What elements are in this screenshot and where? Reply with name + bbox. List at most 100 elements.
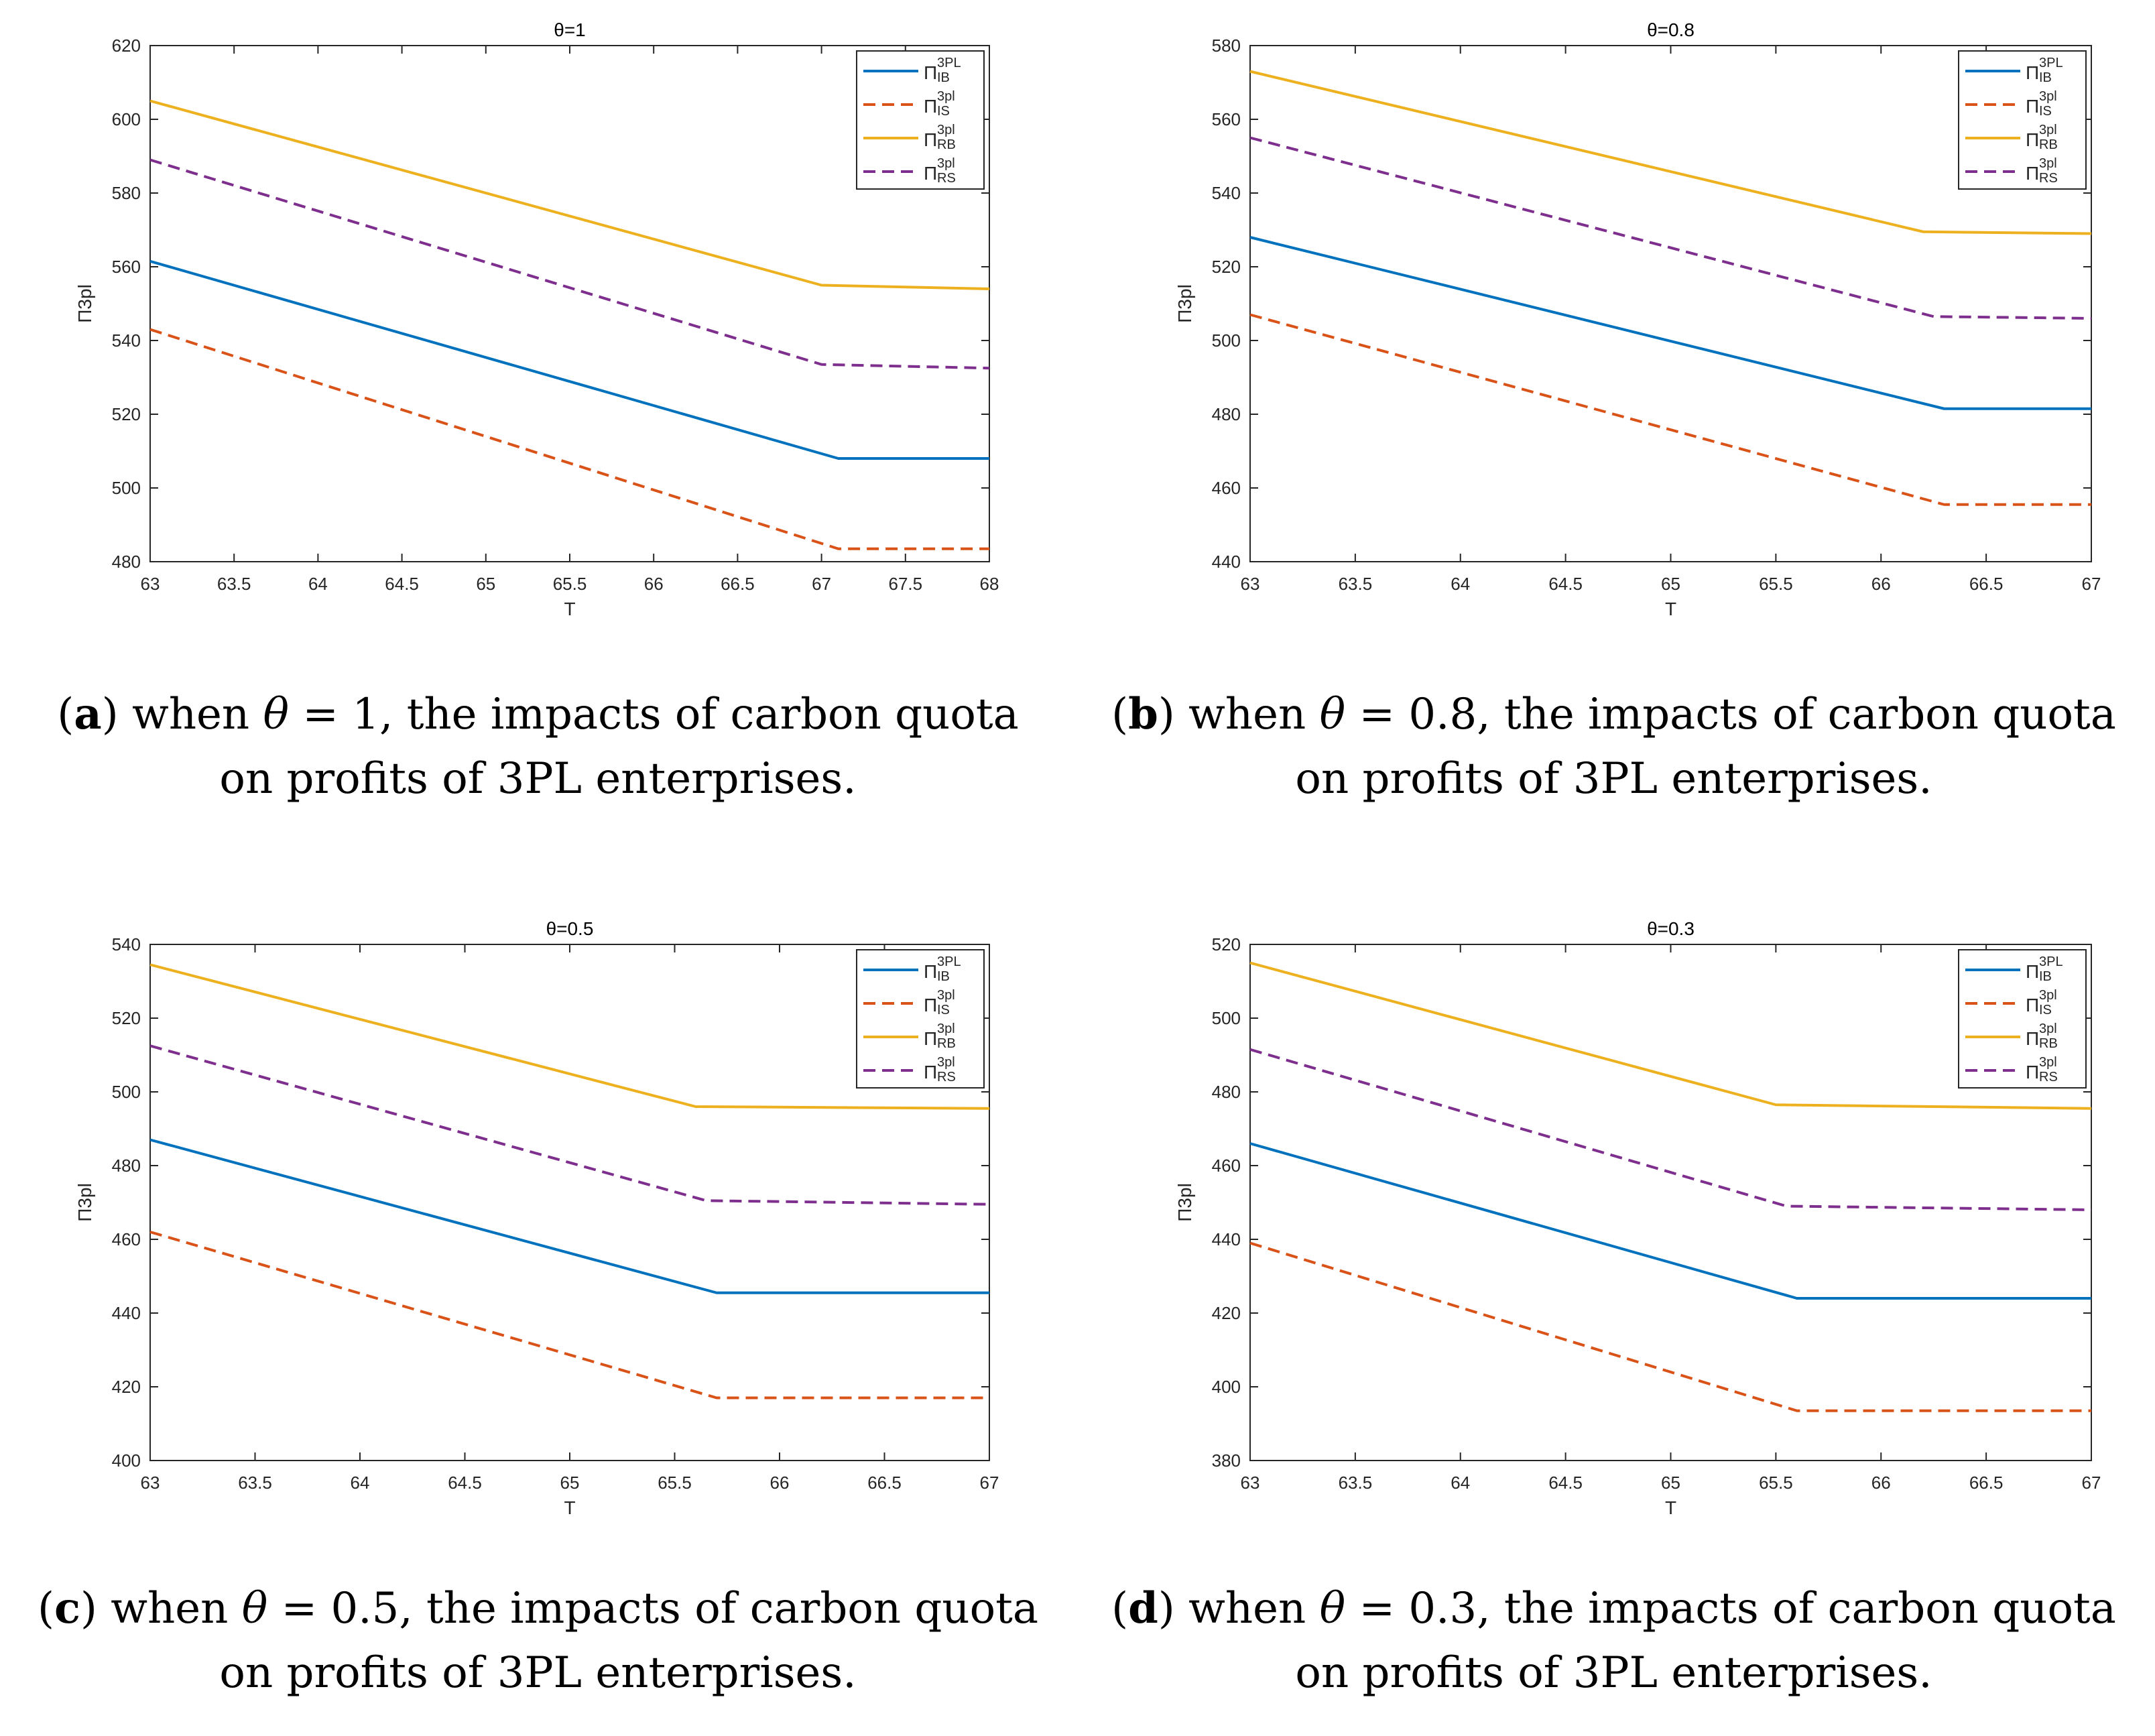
y-tick-label: 420 [112,1377,141,1397]
caption-d: (d) when θ = 0.3, the impacts of carbon … [1111,1583,2116,1698]
chart-title: θ=0.3 [1647,918,1695,939]
y-tick-label: 380 [1212,1450,1241,1471]
caption-text: = 0.8, the impacts of carbon quota [1345,690,2116,739]
y-axis-label: Π3pl [1174,1183,1195,1222]
series-line-3 [1249,136,2092,320]
legend-symbol: Π [924,1028,937,1049]
legend-subscript: RB [937,1036,956,1051]
legend-subscript: IS [937,1003,950,1017]
x-tick-label: 66.5 [1969,1473,2004,1493]
x-tick-label: 64 [1451,574,1470,594]
x-tick-label: 64 [1451,1473,1470,1493]
y-tick-label: 500 [112,478,141,498]
y-tick-label: 600 [112,109,141,129]
caption-theta: θ [263,690,289,739]
y-tick-label: 500 [1212,1008,1241,1028]
x-tick-label: 64 [351,1473,370,1493]
series-line-1 [149,328,989,550]
legend-subscript: RB [2039,137,2058,152]
caption-theta: θ [1319,690,1346,739]
y-tick-label: 540 [1212,183,1241,203]
x-tick-label: 65 [560,1473,580,1493]
x-axis-label: T [564,1497,575,1518]
legend-superscript: 3pl [2039,1021,2057,1036]
caption-theta: θ [241,1584,268,1633]
x-tick-label: 63 [141,574,160,594]
legend-symbol: Π [924,62,937,83]
y-axis-label: Π3pl [1174,284,1195,323]
series-line-0 [1249,1142,2091,1300]
legend-symbol: Π [924,163,937,184]
caption-text: when [1188,1584,1320,1633]
legend-subscript: RB [2039,1036,2058,1051]
y-tick-label: 440 [1212,552,1241,572]
y-tick-label: 480 [1212,404,1241,424]
x-tick-label: 63 [1241,1473,1260,1493]
legend-superscript: 3pl [937,988,955,1003]
legend-symbol: Π [924,995,937,1015]
y-tick-label: 480 [112,552,141,572]
legend-symbol: Π [924,961,937,982]
legend-superscript: 3pl [2039,123,2057,137]
caption-text: when [1188,690,1320,739]
x-tick-label: 67.5 [888,574,922,594]
caption-theta: θ [1319,1584,1346,1633]
y-tick-label: 440 [112,1303,141,1323]
x-axis-label: T [1665,599,1676,619]
x-tick-label: 66.5 [867,1473,902,1493]
x-tick-label: 66 [644,574,664,594]
y-tick-label: 400 [112,1450,141,1471]
caption-text: when [132,690,263,739]
x-tick-label: 66 [1871,574,1891,594]
x-axis-label: T [1665,1497,1676,1518]
caption-letter: d [1128,1583,1158,1633]
legend-superscript: 3pl [937,123,955,137]
y-tick-label: 520 [1212,934,1241,954]
caption-letter: b [1128,689,1158,739]
chart-0: 63 63.5 64 64.5 65 65.5 66 66.5 67 67.5 68 480 500 52… [74,19,999,619]
y-tick-label: 400 [1212,1377,1241,1397]
y-tick-label: 560 [1212,109,1241,129]
caption-letter: a [74,689,102,739]
y-tick-label: 480 [112,1156,141,1176]
legend-symbol: Π [924,129,937,150]
legend-superscript: 3PL [937,954,961,969]
x-tick-label: 67 [2082,1473,2101,1493]
legend-subscript: RS [937,1070,956,1084]
legend-superscript: 3PL [937,56,961,70]
legend-symbol: Π [2026,1028,2039,1049]
y-tick-label: 520 [1212,257,1241,277]
legend-superscript: 3pl [2039,1055,2057,1070]
caption-letter: c [54,1583,80,1633]
legend-subscript: IB [937,969,950,984]
legend-symbol: Π [2026,995,2039,1015]
legend-box [1958,949,2087,1089]
series-line-3 [149,1044,990,1206]
x-tick-label: 66 [1871,1473,1891,1493]
series-line-3 [1249,1048,2092,1211]
caption-b: (b) when θ = 0.8, the impacts of carbon … [1111,689,2116,804]
x-tick-label: 63.5 [217,574,251,594]
legend-superscript: 3pl [937,156,955,171]
y-axis-label: Π3pl [74,1183,95,1222]
x-tick-label: 65 [476,574,495,594]
legend-symbol: Π [2026,62,2039,83]
legend-symbol: Π [924,96,937,117]
y-tick-label: 460 [112,1229,141,1249]
series-line-1 [1249,1241,2091,1412]
legend-subscript: RS [937,171,956,186]
series-line-0 [1249,236,2091,410]
y-tick-label: 500 [1212,330,1241,351]
x-axis-label: T [564,599,575,619]
x-tick-label: 64.5 [1548,1473,1583,1493]
x-tick-label: 66.5 [1969,574,2004,594]
y-tick-label: 580 [1212,36,1241,56]
legend-subscript: IS [2039,104,2052,119]
y-axis-label: Π3pl [74,284,95,323]
chart-title: θ=1 [554,19,586,40]
legend-superscript: 3pl [2039,156,2057,171]
